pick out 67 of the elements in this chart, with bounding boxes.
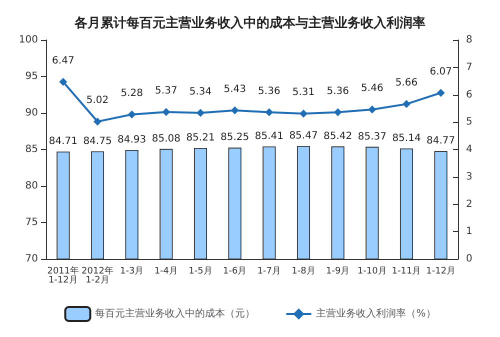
y-tick-label: 85 xyxy=(25,144,38,155)
data-label: 5.28 xyxy=(120,88,143,99)
data-label: 5.02 xyxy=(86,95,109,106)
data-label: 84.75 xyxy=(83,136,112,147)
point xyxy=(230,106,239,114)
data-label: 5.46 xyxy=(361,83,384,94)
data-label: 6.07 xyxy=(430,66,452,78)
y-tick-label: 100 xyxy=(18,34,38,46)
data-label: 85.25 xyxy=(220,132,250,144)
x-tick-label: 2011年 1-12月 xyxy=(47,266,80,286)
y-tick-label: 75 xyxy=(25,217,38,228)
data-label: 5.36 xyxy=(258,86,280,97)
y2-tick-label: 4 xyxy=(466,144,472,155)
data-label: 85.08 xyxy=(152,133,180,144)
data-label: 5.66 xyxy=(395,78,418,89)
x-tick-label: 1-11月 xyxy=(392,266,422,276)
point xyxy=(162,108,170,116)
data-label: 84.71 xyxy=(48,136,78,148)
data-label: 5.34 xyxy=(189,86,212,98)
y-tick-label: 95 xyxy=(25,71,38,82)
y-tick-label: 70 xyxy=(25,254,38,264)
x-tick-label: 1-6月 xyxy=(222,266,247,276)
data-label: 5.37 xyxy=(155,85,178,96)
y2-tick-label: 1 xyxy=(466,226,472,238)
point xyxy=(265,108,274,116)
x-tick-label: 1-9月 xyxy=(326,266,350,276)
x-tick-label: 1-12月 xyxy=(426,266,456,276)
y2-tick-label: 8 xyxy=(466,34,472,46)
data-label: 5.31 xyxy=(292,87,315,98)
point xyxy=(334,108,342,116)
y-tick-label: 80 xyxy=(25,180,38,192)
x-tick-label: 1-7月 xyxy=(257,266,282,276)
data-label: 5.36 xyxy=(326,86,349,97)
y2-tick-label: 5 xyxy=(466,116,472,128)
point xyxy=(300,110,308,118)
y-tick-label: 90 xyxy=(25,108,38,118)
point xyxy=(128,110,136,118)
data-label: 85.42 xyxy=(324,130,352,142)
data-label: 85.14 xyxy=(392,132,421,144)
x-tick-label: 1-5月 xyxy=(188,266,212,276)
y2-tick-label: 6 xyxy=(466,89,472,100)
data-label: 6.47 xyxy=(52,55,74,66)
data-label: 5.43 xyxy=(224,84,246,95)
point xyxy=(368,106,376,114)
y2-tick-label: 7 xyxy=(466,62,472,73)
data-label: 85.21 xyxy=(186,132,215,144)
y2-tick-label: 2 xyxy=(466,198,472,210)
x-tick-label: 1-3月 xyxy=(120,266,144,276)
x-tick-label: 1-10月 xyxy=(357,266,387,276)
legend-label: 每百元主营业务收入中的成本（元） xyxy=(95,308,256,320)
data-label: 84.93 xyxy=(118,134,146,146)
legend-label: 主营业务收入利润率（%） xyxy=(316,308,436,320)
y2-tick-label: 0 xyxy=(466,254,472,264)
x-tick-label: 2012年 1-2月 xyxy=(82,266,114,286)
point xyxy=(94,118,102,126)
point xyxy=(436,88,445,97)
data-label: 85.47 xyxy=(289,130,318,142)
data-label: 85.41 xyxy=(254,131,284,142)
point xyxy=(402,100,410,108)
data-label: 85.37 xyxy=(358,131,386,142)
point xyxy=(59,78,68,86)
x-tick-label: 1-4月 xyxy=(154,266,178,276)
data-label: 84.77 xyxy=(426,136,456,147)
y2-tick-label: 3 xyxy=(466,171,472,182)
x-tick-label: 1-8月 xyxy=(292,266,316,276)
point xyxy=(196,108,204,117)
chart-title: 各月累计每百元主营业务收入中的成本与主营业务收入利润率 xyxy=(74,15,426,31)
